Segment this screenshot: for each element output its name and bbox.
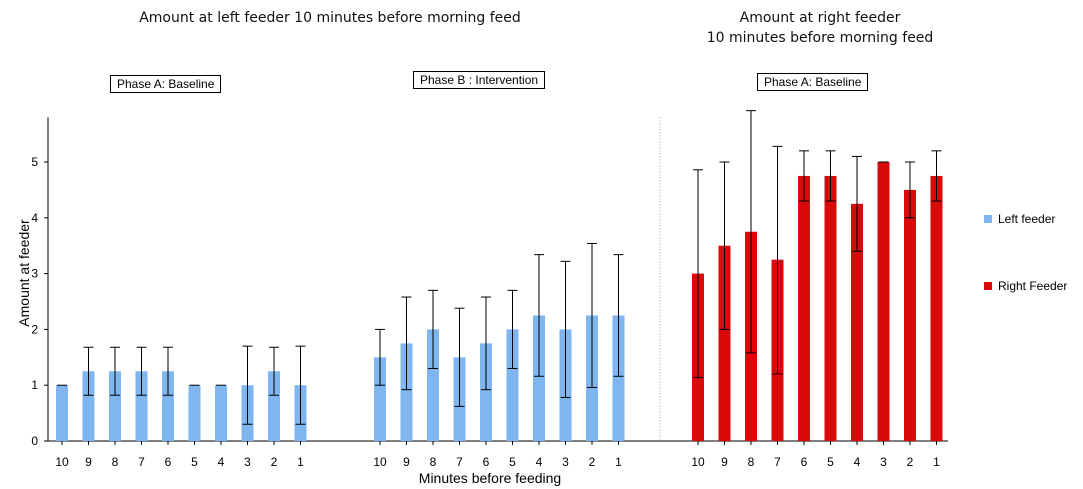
chart-title-right-line2: 10 minutes before morning feed [706,30,934,46]
legend-item-right-feeder: Right Feeder [984,279,1067,293]
x-tick-label: 7 [456,455,463,469]
x-tick-label: 9 [721,455,728,469]
x-tick-label: 7 [774,455,781,469]
bar [374,357,386,441]
bar [798,175,810,441]
x-tick-label: 9 [403,455,410,469]
x-tick-label: 8 [430,455,437,469]
x-tick-label: 8 [112,455,119,469]
bar [506,329,519,441]
x-tick-label: 6 [801,455,808,469]
x-tick-label: 4 [536,455,543,469]
bar [877,162,890,441]
bar [427,329,439,441]
x-tick-label: 5 [509,455,516,469]
chart-title-left: Amount at left feeder 10 minutes before … [60,8,600,28]
x-tick-label: 5 [827,455,834,469]
chart-title-right-line1: Amount at right feeder [739,10,901,26]
x-tick-label: 6 [165,455,172,469]
legend-label-left-feeder: Left feeder [998,212,1056,226]
x-tick-label: 2 [589,455,596,469]
bar [930,175,943,441]
x-tick-label: 7 [138,455,145,469]
phase-label-a-baseline-left: Phase A: Baseline [110,75,222,93]
x-tick-label: 8 [748,455,755,469]
legend-label-right-feeder: Right Feeder [998,279,1068,293]
x-tick-label: 1 [297,455,304,469]
bar [82,371,95,441]
y-tick-label: 0 [31,434,38,448]
bar [612,315,625,441]
x-tick-label: 6 [483,455,490,469]
bar [480,343,492,441]
bar [268,371,280,441]
x-tick-label: 2 [271,455,278,469]
x-axis-label: Minutes before feeding [418,470,562,486]
phase-label-b-intervention: Phase B : Intervention [413,71,546,89]
x-tick-label: 4 [218,455,225,469]
x-tick-label: 4 [854,455,861,469]
y-tick-label: 1 [31,378,38,392]
bar [56,385,68,441]
bar [188,385,201,441]
legend-swatch-left-feeder [984,215,992,223]
legend-item-left-feeder: Left feeder [984,212,1055,226]
bar [400,343,413,441]
y-tick-label: 3 [31,267,38,281]
bar [533,315,545,441]
y-tick-label: 5 [31,155,38,169]
chart-title-right: Amount at right feeder 10 minutes before… [640,8,1000,48]
bar [162,371,174,441]
x-tick-label: 3 [244,455,251,469]
bar [718,245,731,441]
y-tick-label: 2 [31,322,38,336]
bar [135,371,148,441]
x-tick-label: 10 [373,455,387,469]
x-tick-label: 3 [880,455,887,469]
bar [824,175,837,441]
x-tick-label: 9 [85,455,92,469]
y-tick-label: 4 [31,211,38,225]
x-tick-label: 10 [55,455,69,469]
x-tick-label: 10 [691,455,705,469]
x-tick-label: 1 [933,455,940,469]
x-tick-label: 2 [907,455,914,469]
bar [215,385,227,441]
x-tick-label: 5 [191,455,198,469]
legend-swatch-right-feeder [984,282,992,290]
chart-title-left-text: Amount at left feeder 10 minutes before … [139,10,521,26]
y-axis-label: Amount at feeder [16,219,32,327]
x-tick-label: 3 [562,455,569,469]
bar [851,203,863,441]
phase-label-a-baseline-right: Phase A: Baseline [757,73,869,91]
bar [904,189,916,441]
bar [109,371,121,441]
x-tick-label: 1 [615,455,622,469]
